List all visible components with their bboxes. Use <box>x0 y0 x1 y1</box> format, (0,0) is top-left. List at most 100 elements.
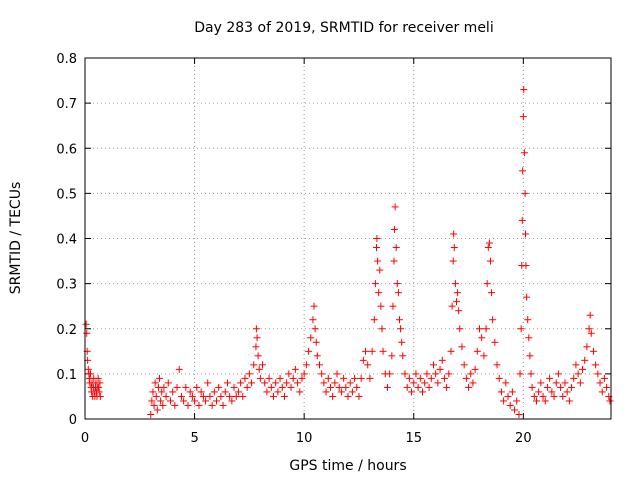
data-point <box>522 262 530 270</box>
data-point <box>252 325 260 333</box>
data-point <box>427 374 435 382</box>
data-point <box>285 370 293 378</box>
data-point <box>148 397 156 405</box>
data-point <box>561 379 569 387</box>
data-point <box>548 388 556 396</box>
y-tick-label: 0 <box>69 413 77 428</box>
data-point <box>397 325 405 333</box>
data-point <box>320 379 328 387</box>
data-point <box>193 383 201 391</box>
data-point <box>414 383 422 391</box>
data-point <box>598 388 606 396</box>
data-point <box>149 388 157 396</box>
data-point <box>546 374 554 382</box>
data-point <box>215 383 223 391</box>
data-point <box>159 401 167 409</box>
data-point <box>543 383 551 391</box>
data-point <box>169 388 177 396</box>
data-point <box>399 352 407 360</box>
data-point <box>197 388 205 396</box>
data-point <box>316 361 324 369</box>
data-point <box>376 266 384 274</box>
data-point <box>570 374 578 382</box>
data-point <box>480 352 488 360</box>
data-point <box>228 397 236 405</box>
data-point <box>213 397 220 405</box>
data-point <box>255 365 263 373</box>
data-point <box>516 370 524 378</box>
data-point <box>329 392 337 400</box>
data-point <box>318 370 326 378</box>
data-point <box>563 388 571 396</box>
data-point <box>171 401 179 409</box>
data-point <box>445 370 453 378</box>
data-point <box>432 370 440 378</box>
data-point <box>348 388 356 396</box>
data-point <box>392 244 400 252</box>
grid <box>85 58 611 419</box>
data-point <box>408 388 416 396</box>
data-point <box>606 397 614 405</box>
data-point <box>489 316 497 324</box>
data-point <box>527 370 535 378</box>
data-point <box>519 113 527 121</box>
data-point <box>269 392 277 400</box>
data-point <box>425 383 433 391</box>
data-point <box>396 316 404 324</box>
data-point <box>504 392 512 400</box>
data-point <box>331 379 339 387</box>
data-point <box>253 334 261 342</box>
data-point <box>436 365 444 373</box>
data-point <box>412 370 420 378</box>
data-point <box>532 397 540 405</box>
data-point <box>291 365 299 373</box>
data-point <box>298 374 306 382</box>
data-point <box>254 352 262 360</box>
y-tick-label: 0.7 <box>56 97 77 112</box>
data-point <box>482 325 490 333</box>
data-point <box>152 392 160 400</box>
data-point <box>259 361 267 369</box>
data-point <box>484 244 492 252</box>
data-point <box>500 397 508 405</box>
data-point <box>221 388 229 396</box>
data-point <box>434 379 442 387</box>
data-point <box>157 397 165 405</box>
data-point <box>237 379 245 387</box>
data-point <box>300 370 308 378</box>
data-point <box>600 374 608 382</box>
data-point <box>83 329 91 337</box>
data-point <box>469 379 477 387</box>
data-point <box>357 374 365 382</box>
data-point <box>576 379 584 387</box>
data-point <box>585 325 593 333</box>
data-point <box>234 388 242 396</box>
data-point <box>519 167 527 175</box>
data-point <box>95 383 103 391</box>
data-point <box>517 325 525 333</box>
data-point <box>513 397 521 405</box>
data-point <box>353 383 361 391</box>
data-point <box>478 334 486 342</box>
data-point <box>95 388 103 396</box>
data-point <box>173 383 181 391</box>
data-point <box>368 347 376 355</box>
y-tick-label: 0.2 <box>56 323 77 338</box>
data-point <box>287 383 295 391</box>
data-point <box>374 257 382 265</box>
data-point <box>180 397 188 405</box>
data-point <box>398 338 406 346</box>
data-point <box>184 401 192 409</box>
data-point <box>541 397 549 405</box>
data-point <box>522 230 530 238</box>
y-tick-label: 0.4 <box>56 233 77 248</box>
data-point <box>239 392 247 400</box>
data-point <box>452 298 460 306</box>
data-point <box>276 374 284 382</box>
data-point <box>539 392 547 400</box>
data-point <box>245 370 253 378</box>
data-point <box>589 347 597 355</box>
data-point <box>355 392 363 400</box>
data-point <box>486 257 494 265</box>
data-point <box>206 392 214 400</box>
